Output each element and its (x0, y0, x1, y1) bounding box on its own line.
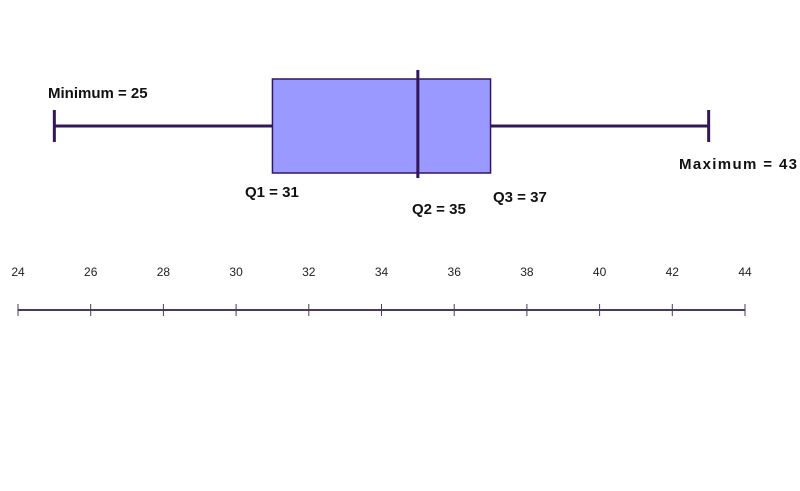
x-tick-label: 40 (593, 265, 607, 279)
x-tick-label: 32 (302, 265, 316, 279)
value-label: Minimum = 25 (48, 85, 148, 102)
x-tick-label: 36 (448, 265, 462, 279)
x-tick-label: 28 (157, 265, 171, 279)
x-tick-label: 44 (738, 265, 752, 279)
value-label: Q1 = 31 (245, 184, 299, 201)
x-tick-label: 30 (229, 265, 243, 279)
value-label: Q3 = 37 (493, 189, 547, 206)
x-tick-label: 38 (520, 265, 534, 279)
x-tick-label: 34 (375, 265, 389, 279)
x-tick-label: 42 (666, 265, 680, 279)
x-tick-label: 24 (11, 265, 25, 279)
x-tick-label: 26 (84, 265, 98, 279)
value-label: Q2 = 35 (412, 201, 466, 218)
box (271, 78, 492, 174)
value-label: Maximum = 43 (679, 156, 797, 173)
